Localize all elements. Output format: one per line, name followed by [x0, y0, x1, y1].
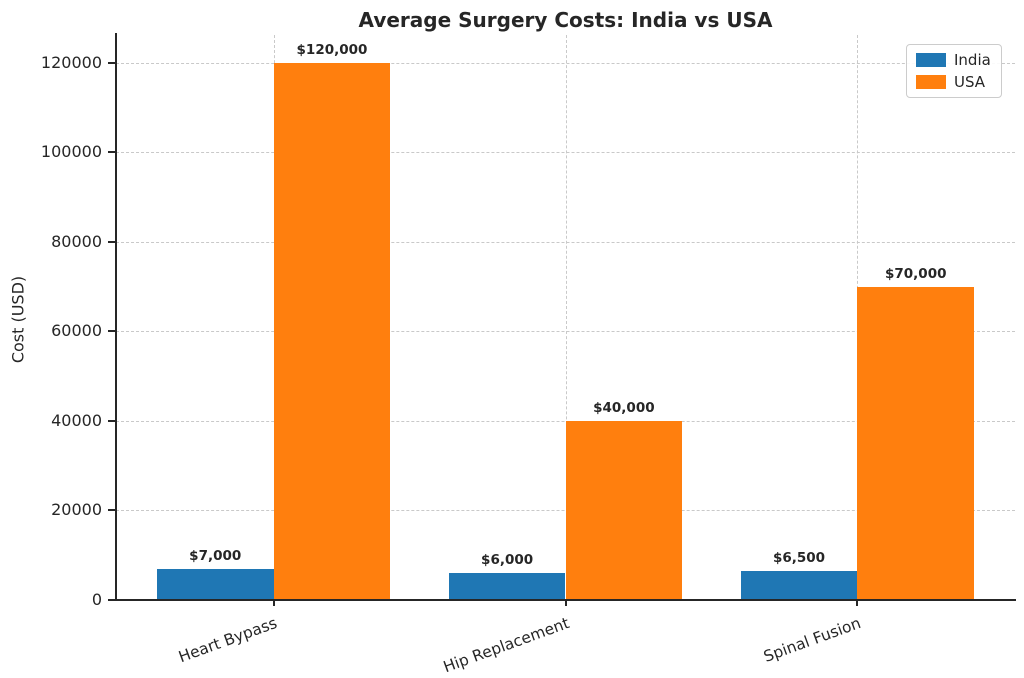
- y-tick-label-60000: 60000: [51, 321, 102, 341]
- y-tick-20000: [108, 509, 116, 512]
- y-tick-label-20000: 20000: [51, 500, 102, 520]
- legend-item-india: India: [916, 52, 991, 68]
- y-tick-label-80000: 80000: [51, 231, 102, 251]
- legend-item-usa: USA: [916, 74, 991, 90]
- y-tick-40000: [108, 419, 116, 422]
- bar-india-hip-replacement: [448, 573, 566, 600]
- y-tick-60000: [108, 330, 116, 333]
- bar-india-heart-bypass: [156, 568, 274, 600]
- y-axis-label: Cost (USD): [8, 275, 28, 364]
- x-tick-1: [564, 601, 567, 606]
- x-tick-label-text: Hip Replacement: [440, 614, 572, 677]
- x-tick-label-text: Spinal Fusion: [761, 614, 864, 666]
- y-tick-100000: [108, 151, 116, 154]
- y-gridline-100000: [116, 152, 1015, 154]
- x-tick-0: [272, 601, 275, 606]
- bar-label-usa-1: $40,000: [593, 399, 655, 416]
- y-tick-0: [108, 599, 116, 601]
- x-axis-spine: [115, 599, 1016, 601]
- bar-label-usa-2: $70,000: [885, 265, 947, 282]
- bar-usa-spinal-fusion: [857, 286, 975, 600]
- legend-label-usa: USA: [954, 73, 986, 91]
- y-gridline-80000: [116, 241, 1015, 243]
- bar-label-usa-0: $120,000: [296, 41, 368, 58]
- y-axis-spine: [115, 33, 117, 601]
- bar-label-india-0: $7,000: [189, 547, 242, 564]
- y-tick-120000: [108, 61, 116, 64]
- y-tick-80000: [108, 240, 116, 243]
- y-tick-label-120000: 120000: [40, 52, 102, 72]
- usa-swatch: [916, 75, 946, 89]
- legend-label-india: India: [954, 51, 991, 69]
- y-tick-label-100000: 100000: [40, 142, 102, 162]
- y-tick-label-0: 0: [91, 590, 102, 609]
- x-tick-2: [856, 601, 859, 606]
- y-gridline-120000: [116, 62, 1015, 64]
- bar-usa-hip-replacement: [565, 420, 683, 600]
- bar-usa-heart-bypass: [273, 62, 391, 600]
- india-swatch: [916, 53, 946, 67]
- x-gridline-hip-replacement: [565, 35, 567, 600]
- chart-title: Average Surgery Costs: India vs USA: [358, 8, 773, 32]
- y-gridline-60000: [116, 331, 1015, 333]
- bar-label-india-2: $6,500: [772, 549, 826, 566]
- bar-india-spinal-fusion: [740, 570, 858, 600]
- plot-area: $7,000 $6,000 $6,500 $120,000 $40,000 $70,000: [116, 35, 1015, 600]
- x-tick-label-text: Heart Bypass: [176, 614, 280, 667]
- bar-label-india-1: $6,000: [481, 552, 534, 569]
- y-tick-label-40000: 40000: [51, 410, 102, 430]
- legend: India USA: [906, 44, 1002, 98]
